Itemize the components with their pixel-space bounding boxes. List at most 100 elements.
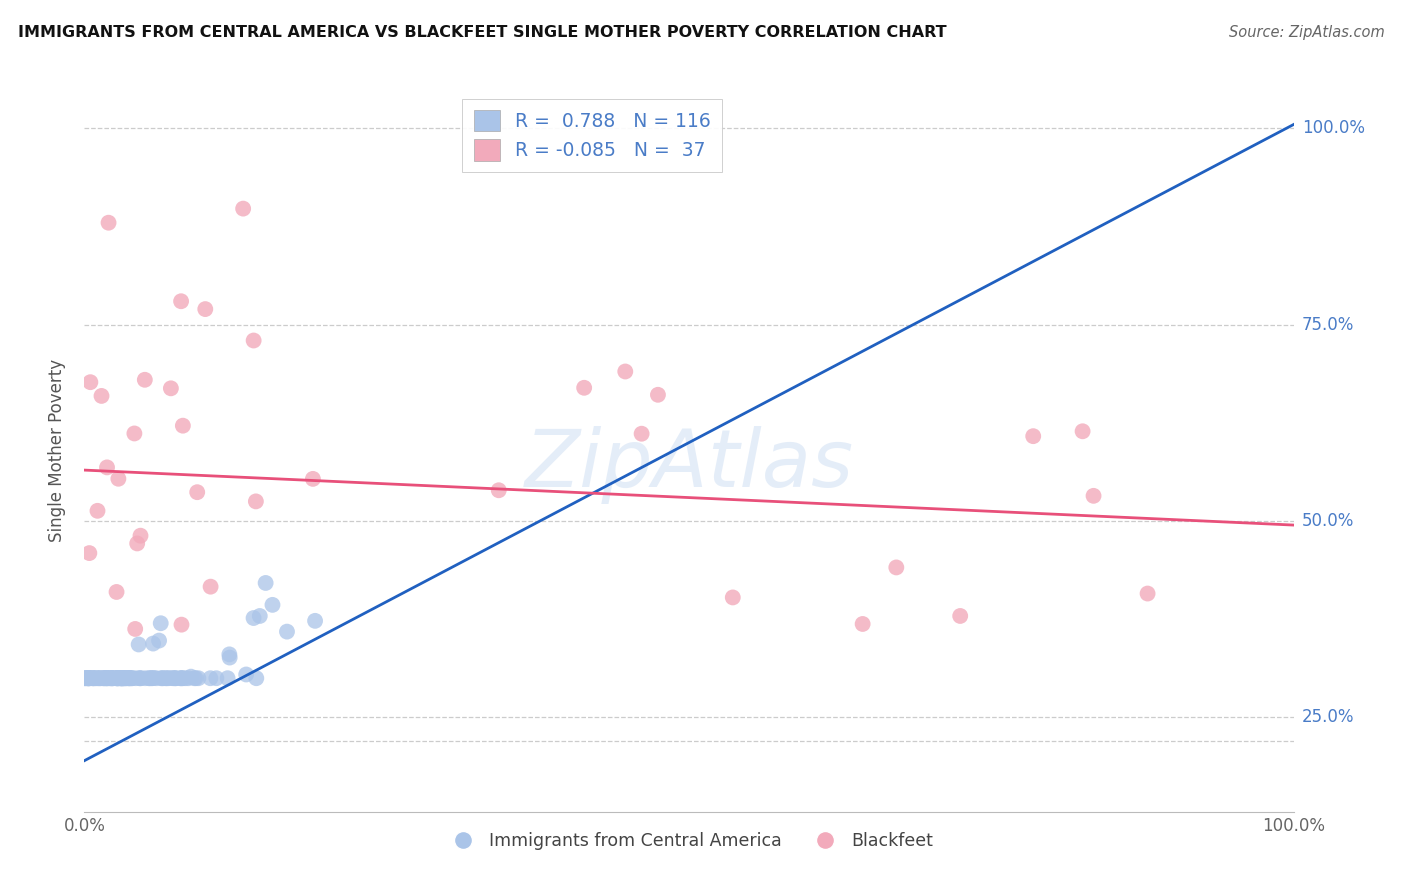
Point — [125, 671, 148, 685]
Point — [183, 671, 205, 685]
Point — [115, 671, 138, 685]
Point — [77, 671, 100, 685]
Point — [79, 375, 101, 389]
Point — [138, 671, 160, 685]
Point — [82, 671, 104, 685]
Point — [218, 648, 240, 662]
Point — [170, 617, 193, 632]
Text: 100.0%: 100.0% — [1302, 120, 1365, 137]
Point — [94, 671, 117, 685]
Point — [127, 536, 149, 550]
Point — [110, 671, 132, 685]
Point — [87, 671, 110, 685]
Point — [101, 671, 124, 685]
Point — [205, 671, 228, 685]
Point — [84, 671, 107, 685]
Point — [111, 671, 134, 685]
Point — [177, 671, 200, 685]
Point — [79, 546, 101, 560]
Point — [572, 381, 595, 395]
Point — [488, 483, 510, 498]
Point — [90, 671, 112, 685]
Point — [194, 302, 217, 317]
Point — [76, 671, 98, 685]
Point — [174, 671, 197, 685]
Point — [118, 671, 141, 685]
Point — [87, 671, 110, 685]
Point — [142, 671, 165, 685]
Point — [107, 472, 129, 486]
Point — [77, 671, 100, 685]
Point — [118, 671, 141, 685]
Point — [110, 671, 132, 685]
Point — [128, 671, 150, 685]
Point — [721, 591, 744, 605]
Point — [110, 671, 132, 685]
Point — [128, 671, 150, 685]
Point — [76, 671, 98, 685]
Point — [155, 671, 177, 685]
Point — [163, 671, 186, 685]
Point — [77, 671, 100, 685]
Point — [218, 650, 240, 665]
Point — [159, 671, 181, 685]
Point — [129, 529, 152, 543]
Point — [245, 671, 267, 685]
Text: Source: ZipAtlas.com: Source: ZipAtlas.com — [1229, 25, 1385, 40]
Point — [162, 671, 184, 685]
Point — [82, 671, 104, 685]
Point — [111, 671, 134, 685]
Point — [101, 671, 124, 685]
Point — [1083, 489, 1105, 503]
Point — [76, 671, 98, 685]
Point — [242, 611, 264, 625]
Point — [108, 671, 131, 685]
Point — [155, 671, 177, 685]
Point — [232, 202, 254, 216]
Point — [124, 622, 146, 636]
Point — [187, 671, 209, 685]
Point — [75, 671, 97, 685]
Point — [614, 364, 637, 378]
Point — [82, 671, 104, 685]
Text: 50.0%: 50.0% — [1302, 512, 1354, 530]
Point — [105, 671, 128, 685]
Point — [276, 624, 298, 639]
Point — [86, 504, 108, 518]
Text: 25.0%: 25.0% — [1302, 708, 1354, 726]
Point — [111, 671, 134, 685]
Point — [242, 334, 264, 348]
Point — [124, 426, 146, 441]
Point — [148, 633, 170, 648]
Point — [172, 418, 194, 433]
Point — [97, 216, 120, 230]
Point — [115, 671, 138, 685]
Point — [107, 671, 129, 685]
Text: IMMIGRANTS FROM CENTRAL AMERICA VS BLACKFEET SINGLE MOTHER POVERTY CORRELATION C: IMMIGRANTS FROM CENTRAL AMERICA VS BLACK… — [18, 25, 946, 40]
Point — [184, 671, 207, 685]
Point — [200, 580, 222, 594]
Point — [262, 598, 284, 612]
Point — [112, 671, 135, 685]
Point — [245, 494, 267, 508]
Point — [1022, 429, 1045, 443]
Point — [114, 671, 136, 685]
Point — [157, 671, 180, 685]
Point — [254, 576, 277, 591]
Point — [111, 671, 134, 685]
Text: ZipAtlas: ZipAtlas — [524, 425, 853, 504]
Point — [121, 671, 143, 685]
Point — [165, 671, 187, 685]
Point — [134, 671, 156, 685]
Point — [1071, 424, 1094, 438]
Point — [217, 671, 239, 685]
Point — [304, 614, 326, 628]
Point — [101, 671, 124, 685]
Point — [141, 671, 163, 685]
Point — [105, 671, 128, 685]
Point — [302, 472, 325, 486]
Point — [949, 609, 972, 624]
Point — [86, 671, 108, 685]
Point — [98, 671, 121, 685]
Point — [129, 671, 152, 685]
